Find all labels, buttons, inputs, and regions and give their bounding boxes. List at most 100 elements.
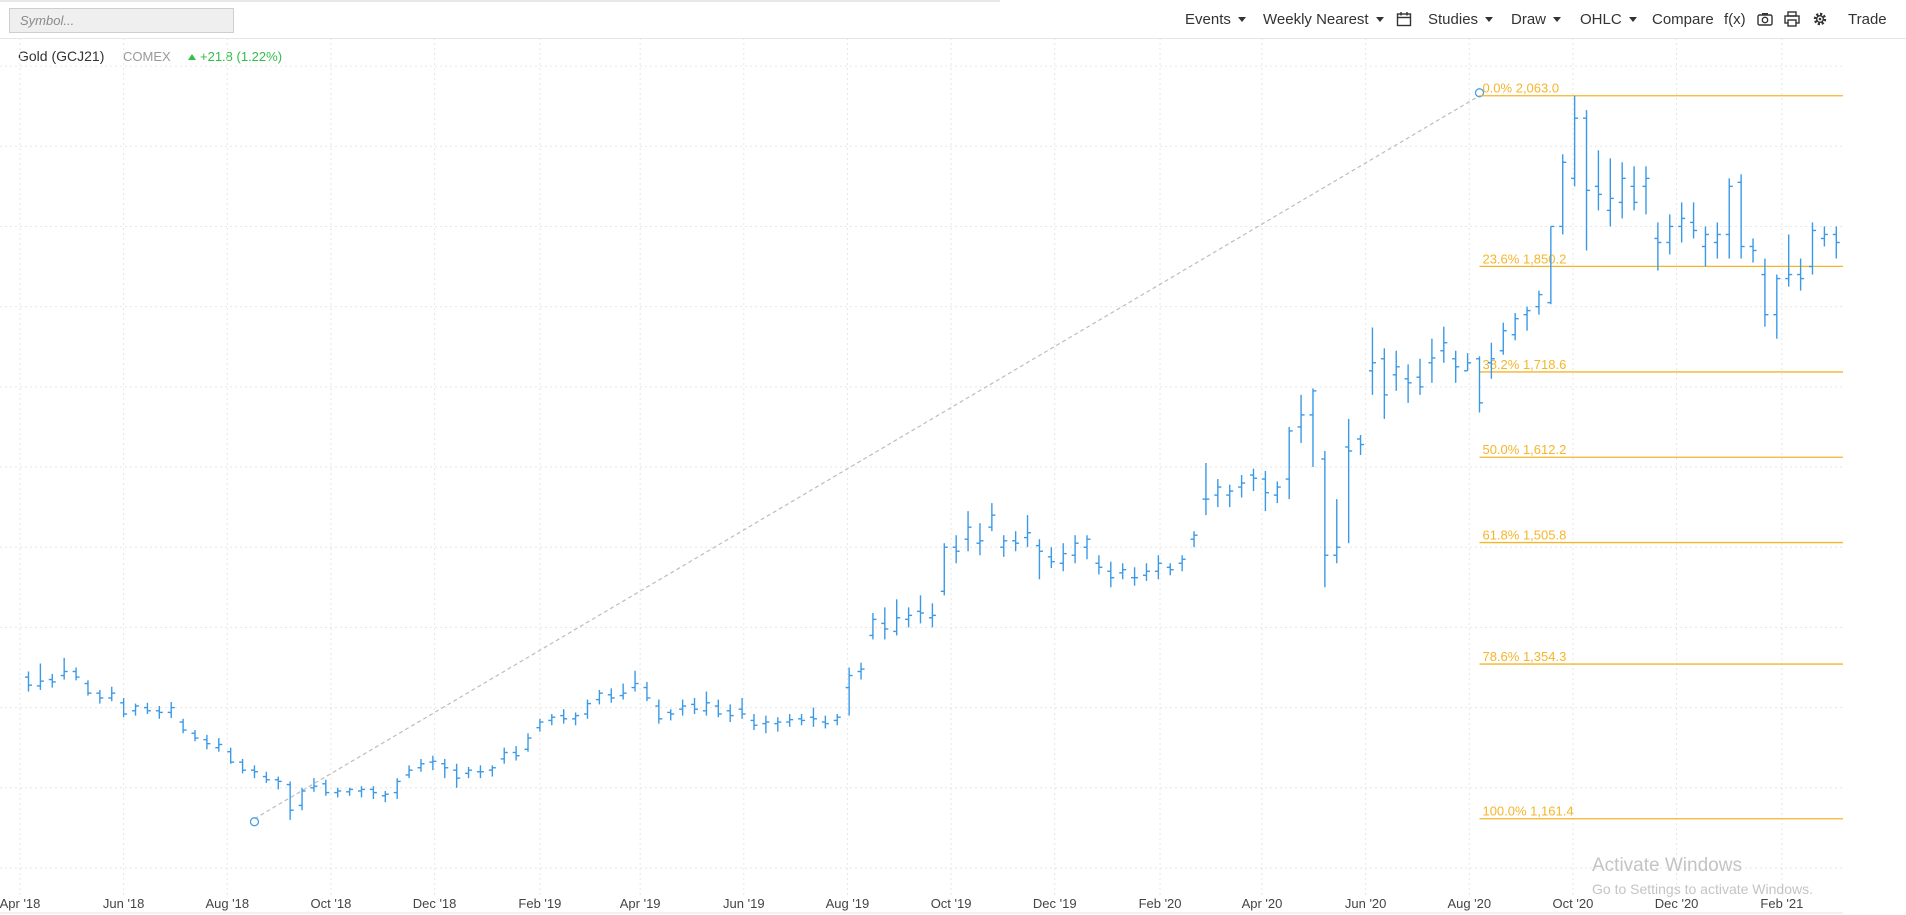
ohlc-bar: [250, 765, 258, 779]
draw-menu-label: Draw: [1511, 10, 1547, 28]
ohlc-bar: [1785, 234, 1793, 287]
ohlc-bar: [1773, 274, 1781, 339]
ohlc-bar: [548, 714, 556, 726]
ohlc-bar: [524, 733, 532, 752]
ohlc-bar: [310, 778, 318, 792]
ohlc-bar: [1535, 290, 1543, 315]
ohlc-bar: [1035, 539, 1043, 580]
fib-level-label: 0.0% 2,063.0: [1482, 81, 1559, 96]
ohlc-bar: [762, 715, 770, 734]
ohlc-bar: [298, 787, 306, 811]
ohlc-bar: [1333, 499, 1341, 564]
chart-grid: [0, 38, 1843, 895]
chart-type-menu-label: OHLC: [1580, 10, 1622, 28]
x-tick-label: Oct '20: [1553, 896, 1594, 911]
chevron-down-icon: [1553, 16, 1562, 22]
camera-icon[interactable]: [1756, 10, 1774, 28]
draw-menu[interactable]: Draw: [1511, 0, 1562, 38]
fibonacci-retracement[interactable]: 0.0% 2,063.0 23.6% 1,850.2 38.2% 1,718.6 50…: [249, 81, 1843, 827]
ohlc-bar: [429, 755, 437, 771]
trade-button[interactable]: Trade: [1848, 0, 1887, 38]
ohlc-bar: [1499, 322, 1507, 355]
chart-toolbar: Events Weekly Nearest Studies Draw OHLC …: [0, 0, 1906, 39]
ohlc-bar: [1428, 338, 1436, 383]
ohlc-bar: [1357, 434, 1365, 455]
ohlc-bar: [691, 697, 699, 715]
ohlc-bar: [1000, 535, 1008, 557]
ohlc-bar: [465, 766, 473, 779]
ohlc-bar: [667, 709, 675, 721]
fib-anchor-start[interactable]: [249, 817, 260, 827]
fib-anchor-end[interactable]: [1474, 88, 1485, 98]
ohlc-bar: [36, 663, 44, 690]
ohlc-bar: [1713, 222, 1721, 259]
studies-menu[interactable]: Studies: [1428, 0, 1494, 38]
ohlc-bar: [1642, 166, 1650, 215]
watermark-subtitle: Go to Settings to activate Windows.: [1592, 881, 1813, 897]
x-tick-label: Apr '19: [620, 896, 661, 911]
ohlc-bar: [1392, 350, 1400, 391]
ohlc-bar: [191, 730, 199, 742]
ohlc-bar: [833, 714, 841, 726]
ohlc-bar: [346, 787, 354, 796]
chevron-down-icon: [1237, 16, 1246, 22]
toolbar-top-line: [0, 0, 1000, 2]
x-tick-label: Feb '21: [1760, 896, 1803, 911]
ohlc-bar: [1690, 202, 1698, 239]
function-button[interactable]: f(x): [1724, 0, 1746, 38]
chart-type-menu[interactable]: OHLC: [1580, 0, 1637, 38]
ohlc-bar: [1559, 154, 1567, 235]
price-chart[interactable]: 0.0% 2,063.0 23.6% 1,850.2 38.2% 1,718.6 50…: [0, 38, 1843, 914]
ohlc-bar: [1095, 555, 1103, 575]
chevron-down-icon: [1485, 16, 1494, 22]
watermark-title: Activate Windows: [1592, 855, 1742, 876]
ohlc-bar: [155, 705, 163, 719]
ohlc-bar: [1440, 326, 1448, 363]
interval-menu[interactable]: Weekly Nearest: [1263, 0, 1384, 38]
ohlc-bar: [916, 595, 924, 624]
fib-level-label: 61.8% 1,505.8: [1482, 528, 1566, 543]
ohlc-bar: [845, 667, 853, 716]
ohlc-bar: [679, 699, 687, 716]
ohlc-bar: [1630, 166, 1638, 211]
ohlc-bar: [714, 699, 722, 718]
ohlc-bar: [607, 688, 615, 703]
ohlc-bar: [1583, 110, 1591, 251]
ohlc-bar: [262, 771, 270, 783]
ohlc-bar: [1380, 348, 1388, 419]
ohlc-bar: [1594, 150, 1602, 211]
ohlc-bar: [1238, 475, 1246, 498]
compare-button[interactable]: Compare: [1652, 0, 1714, 38]
x-tick-label: Apr '20: [1242, 896, 1283, 911]
fib-level-label: 50.0% 1,612.2: [1482, 442, 1566, 457]
ohlc-bar: [1571, 95, 1579, 187]
ohlc-bar: [1261, 471, 1269, 512]
calendar-icon[interactable]: [1396, 11, 1412, 27]
ohlc-bar: [1047, 547, 1055, 569]
ohlc-bar: [96, 689, 104, 704]
fib-trend-line[interactable]: [254, 95, 1480, 820]
fib-level-label: 38.2% 1,718.6: [1482, 357, 1566, 372]
ohlc-bar: [393, 778, 401, 800]
ohlc-bar: [500, 747, 508, 764]
events-menu[interactable]: Events: [1185, 0, 1246, 38]
ohlc-bar: [798, 714, 806, 726]
symbol-search-input[interactable]: [9, 8, 234, 33]
ohlc-bar: [1083, 535, 1091, 560]
ohlc-bar: [1701, 226, 1709, 267]
print-icon[interactable]: [1783, 10, 1801, 28]
ohlc-bar: [203, 734, 211, 750]
ohlc-bar: [619, 683, 627, 700]
function-button-label: f(x): [1724, 10, 1746, 28]
ohlc-bar: [940, 543, 948, 596]
ohlc-bar: [595, 689, 603, 705]
x-tick-label: Dec '18: [413, 896, 457, 911]
ohlc-bar: [1737, 174, 1745, 259]
ohlc-bar: [869, 612, 877, 640]
ohlc-bar: [1797, 258, 1805, 291]
ohlc-bar: [120, 697, 128, 718]
ohlc-bar: [726, 704, 734, 723]
ohlc-bar: [48, 673, 56, 688]
gear-icon[interactable]: [1811, 10, 1829, 28]
ohlc-bar: [1273, 481, 1281, 504]
